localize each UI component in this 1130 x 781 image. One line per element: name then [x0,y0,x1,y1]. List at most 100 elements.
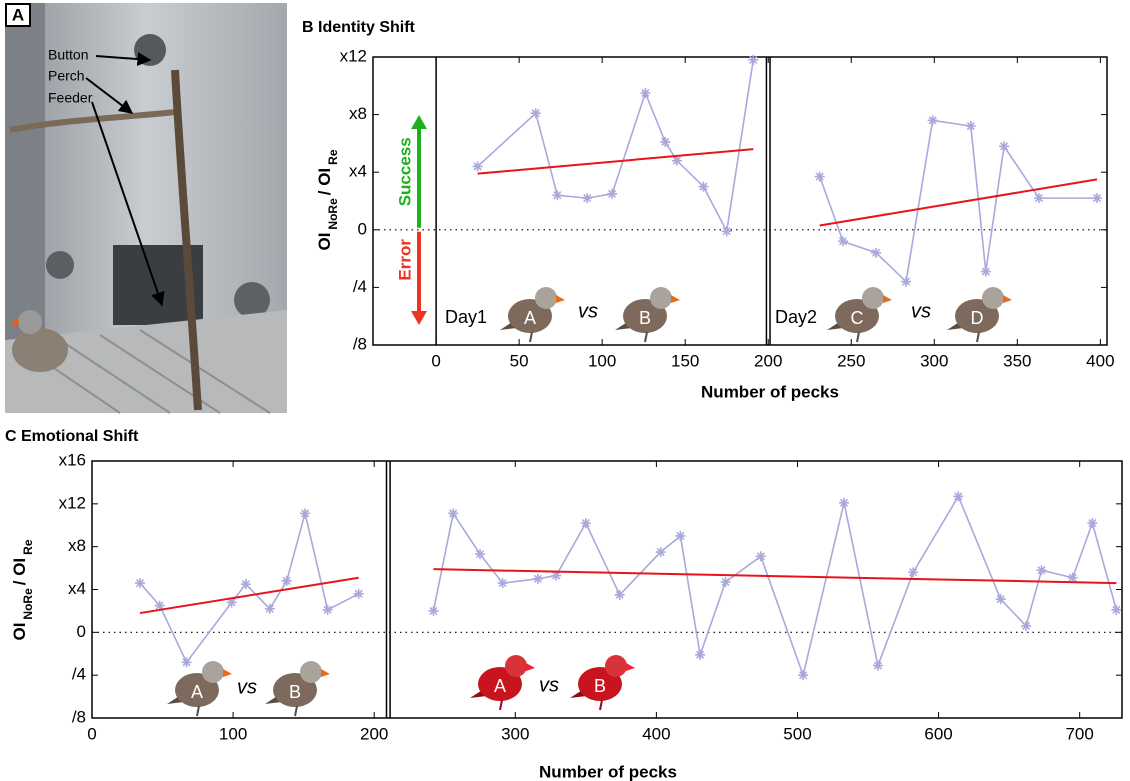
y-axis-label-part: Re [326,149,340,165]
y-axis-label-part: / OI [315,168,334,195]
success-arrow-head [411,115,427,129]
y-tick-label: /4 [72,665,86,684]
pointer [85,77,134,114]
photo-label: Perch [48,68,85,84]
photo-label: Button [48,47,88,63]
day-label: Day1 [445,307,487,327]
bird-icon: A [167,661,232,717]
fit-line [819,178,1098,227]
data-point [814,171,825,182]
y-tick-label: x8 [349,104,367,123]
bird-head [505,655,527,677]
data-point [154,600,165,611]
x-tick-label: 0 [431,351,440,370]
bird-icon: A [470,655,535,711]
x-tick-label: 0 [87,724,96,743]
data-point [497,578,508,589]
data-point [655,547,666,558]
y-tick-label: x12 [340,46,367,65]
bird-icon: C [827,287,892,343]
bird-label: A [524,308,536,328]
x-tick-label: 150 [671,351,699,370]
data-point [927,115,938,126]
x-tick-label: 400 [642,724,670,743]
bird-label: A [494,676,506,696]
data-point [839,497,850,508]
data-point [698,181,709,192]
data-point [721,226,732,237]
data-point [472,161,483,172]
panel-title: C Emotional Shift [5,428,139,445]
fit-line [477,148,754,175]
bird-icon: B [265,661,330,717]
vs-label: vs [911,300,931,322]
y-tick-label: x8 [68,536,86,555]
data-point [720,577,731,588]
data-point [965,121,976,132]
error-arrow-head [411,311,427,325]
success-label: Success [395,137,414,206]
x-axis-label: Number of pecks [701,382,839,401]
x-axis-label: Number of pecks [539,762,677,781]
bird-head [300,661,322,683]
y-tick-label: x16 [59,450,86,469]
data-point [181,657,192,668]
pointer [91,101,165,307]
day-label: Day2 [775,307,817,327]
data-point [871,247,882,258]
data-point [640,88,651,98]
bird-head [650,287,672,309]
data-point [580,518,591,529]
bird-icon: B [615,287,680,343]
x-tick-label: 300 [920,351,948,370]
y-axis-label-part: NoRe [326,198,340,230]
bird-beak [556,295,565,303]
vs-label: vs [578,300,598,322]
y-axis-label-part: Re [21,539,35,555]
data-point [980,266,991,277]
data-point [551,570,562,581]
data-point [953,491,964,502]
x-tick-label: 50 [510,351,529,370]
y-tick-label: /8 [72,707,86,726]
data-point [353,588,364,599]
x-tick-label: 200 [754,351,782,370]
bird-leg [976,331,980,343]
y-tick-label: x4 [349,162,367,181]
data-line [432,494,1118,678]
fit-line [139,576,359,615]
bird-leg [644,331,648,343]
bird-leg [294,705,298,717]
bird-head [535,287,557,309]
x-tick-label: 700 [1065,724,1093,743]
data-point [300,508,311,519]
data-point [240,579,251,590]
data-point [660,136,671,147]
bird-leg [599,699,603,711]
bird-label: B [289,682,301,702]
data-point [281,575,292,586]
x-tick-label: 350 [1003,351,1031,370]
data-point [675,530,686,541]
bird-label: C [851,308,864,328]
y-axis-label: OI NoRe / OI Re [315,149,340,250]
panel-title: B Identity Shift [302,19,416,36]
data-point [995,594,1006,605]
data-point [552,190,563,201]
bird-icon: B [570,655,635,711]
data-point [1067,572,1078,583]
x-tick-label: 100 [219,724,247,743]
y-tick-label: /4 [353,277,367,296]
data-point [999,141,1010,152]
bird-label: D [971,308,984,328]
x-tick-label: 250 [837,351,865,370]
data-point [748,54,759,65]
x-tick-label: 500 [783,724,811,743]
bird-leg [499,699,503,711]
bird-beak [526,663,535,671]
data-point [671,155,682,166]
y-axis-label-part: OI [10,623,29,641]
bird-head [202,661,224,683]
data-point [1087,518,1098,529]
x-tick-label: 300 [501,724,529,743]
